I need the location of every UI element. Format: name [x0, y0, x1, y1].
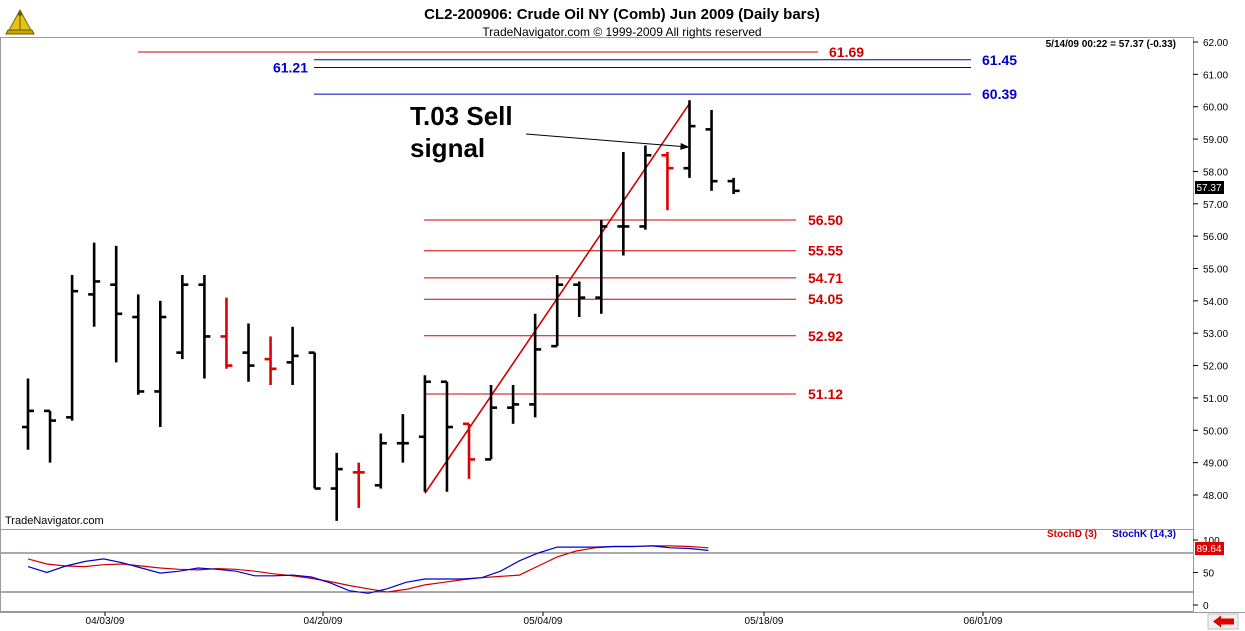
ohlc-bar [264, 336, 277, 385]
ohlc-bar [66, 274, 79, 421]
price-y-tick-label: 50.00 [1203, 426, 1228, 437]
last-price-tag: 57.37 [1195, 181, 1224, 194]
ohlc-bar [440, 380, 453, 492]
ohlc-bar [308, 351, 321, 490]
price-y-tick-label: 56.00 [1203, 232, 1228, 243]
ohlc-bar [110, 245, 123, 363]
ohlc-bar [727, 177, 740, 195]
ohlc-bar [529, 313, 542, 418]
fib-level-label: 54.05 [808, 291, 843, 307]
ohlc-bar [374, 433, 387, 489]
ohlc-bar [661, 152, 674, 211]
ohlc-bar [242, 323, 255, 382]
annotation-arrow-head [680, 142, 690, 150]
ohlc-bar [330, 452, 343, 521]
ohlc-bar [396, 414, 409, 463]
fib-levels-layer: 56.50 55.55 54.71 54.05 52.92 51.12 [424, 212, 843, 402]
fib-level-label: 55.55 [808, 243, 843, 259]
price-y-tick-label: 53.00 [1203, 329, 1228, 340]
target-levels-layer: 61.69 61.45 61.21 60.39 [138, 44, 1017, 102]
stochastic-y-axis: 0 50 100 [1193, 536, 1220, 612]
price-y-tick-label: 59.00 [1203, 135, 1228, 146]
price-y-axis: 48.00 49.00 50.00 51.00 52.00 53.00 54.00 55.00… [1193, 38, 1228, 502]
ohlc-bar [507, 384, 520, 424]
fib-level-label: 52.92 [808, 328, 843, 344]
price-y-tick-label: 48.00 [1203, 491, 1228, 502]
annotation-line-2: signal [410, 133, 485, 163]
chart-subtitle: TradeNavigator.com © 1999-2009 All right… [482, 25, 761, 39]
ohlc-bar [22, 378, 34, 450]
price-y-tick-label: 58.00 [1203, 167, 1228, 178]
target-level-label: 61.21 [273, 60, 308, 76]
status-readout: 5/14/09 00:22 = 57.37 (-0.33) [1046, 39, 1176, 50]
target-level-label: 60.39 [982, 86, 1017, 102]
stochastic-y-tick-label: 100 [1203, 536, 1220, 547]
stochastic-y-tick-label: 0 [1203, 601, 1209, 612]
ohlc-bar [705, 109, 718, 191]
ohlc-bar [595, 219, 608, 314]
ohlc-bar [551, 274, 564, 348]
price-y-tick-label: 60.00 [1203, 103, 1228, 114]
ohlc-bar [198, 274, 211, 379]
ohlc-bar [44, 409, 57, 463]
sextant-logo-icon [5, 8, 35, 35]
price-y-tick-label: 57.00 [1203, 200, 1228, 211]
ohlc-bar [639, 145, 652, 230]
date-tick-label: 04/03/09 [86, 616, 125, 627]
ohlc-bar [132, 294, 145, 395]
ohlc-bar [485, 384, 498, 461]
ohlc-bar [683, 100, 696, 178]
stoch-k-line [27, 545, 709, 594]
price-y-tick-label: 55.00 [1203, 265, 1228, 276]
stochastic-last-tag: 89.64 [1195, 542, 1224, 555]
ohlc-bar [573, 281, 586, 318]
ohlc-bar [463, 422, 475, 479]
annotation-line-1: T.03 Sell [410, 101, 513, 131]
svg-text:57.37: 57.37 [1196, 183, 1221, 194]
fib-level-label: 54.71 [808, 270, 843, 286]
watermark: TradeNavigator.com [5, 515, 104, 527]
annotation-arrow [525, 133, 690, 148]
date-tick-label: 04/20/09 [304, 616, 343, 627]
price-y-tick-label: 49.00 [1203, 459, 1228, 470]
fib-level-label: 51.12 [808, 386, 843, 402]
chart-title: CL2-200906: Crude Oil NY (Comb) Jun 2009… [424, 6, 820, 23]
ohlc-bar [617, 152, 630, 256]
price-y-tick-label: 51.00 [1203, 394, 1228, 405]
target-level-label: 61.45 [982, 52, 1017, 68]
ohlc-bar [154, 300, 167, 428]
stochastic-lines-layer [27, 545, 709, 594]
sell-signal-annotation: T.03 Sell signal [410, 101, 690, 163]
stoch-d-line [27, 545, 709, 593]
date-tick-label: 06/01/09 [964, 616, 1003, 627]
ohlc-bar [352, 462, 365, 508]
price-y-tick-label: 54.00 [1203, 297, 1228, 308]
price-panel-frame [0, 37, 1194, 530]
stochastic-y-tick-label: 50 [1203, 569, 1215, 580]
ohlc-bar [88, 242, 101, 327]
price-y-tick-label: 61.00 [1203, 70, 1228, 81]
stochastic-panel-frame [0, 529, 1194, 612]
svg-text:89.64: 89.64 [1196, 544, 1221, 555]
target-level-label: 61.69 [829, 44, 864, 60]
price-bars-layer [22, 100, 740, 521]
date-axis: 04/03/09 04/20/09 05/04/09 05/18/09 06/01/09 [86, 612, 1003, 627]
ohlc-bar [418, 375, 431, 492]
price-y-tick-label: 52.00 [1203, 362, 1228, 373]
ohlc-bar [176, 274, 189, 360]
fib-level-label: 56.50 [808, 212, 843, 228]
price-y-tick-label: 62.00 [1203, 38, 1228, 49]
legend-stoch-k: StochK (14,3) [1112, 529, 1176, 540]
legend-stoch-d: StochD (3) [1047, 529, 1097, 540]
ohlc-bar [286, 326, 299, 385]
date-tick-label: 05/04/09 [524, 616, 563, 627]
stochastic-reference-lines [1, 552, 1193, 593]
scroll-left-arrow-icon[interactable] [1207, 613, 1239, 630]
date-tick-label: 05/18/09 [745, 616, 784, 627]
ohlc-bar [220, 297, 233, 369]
